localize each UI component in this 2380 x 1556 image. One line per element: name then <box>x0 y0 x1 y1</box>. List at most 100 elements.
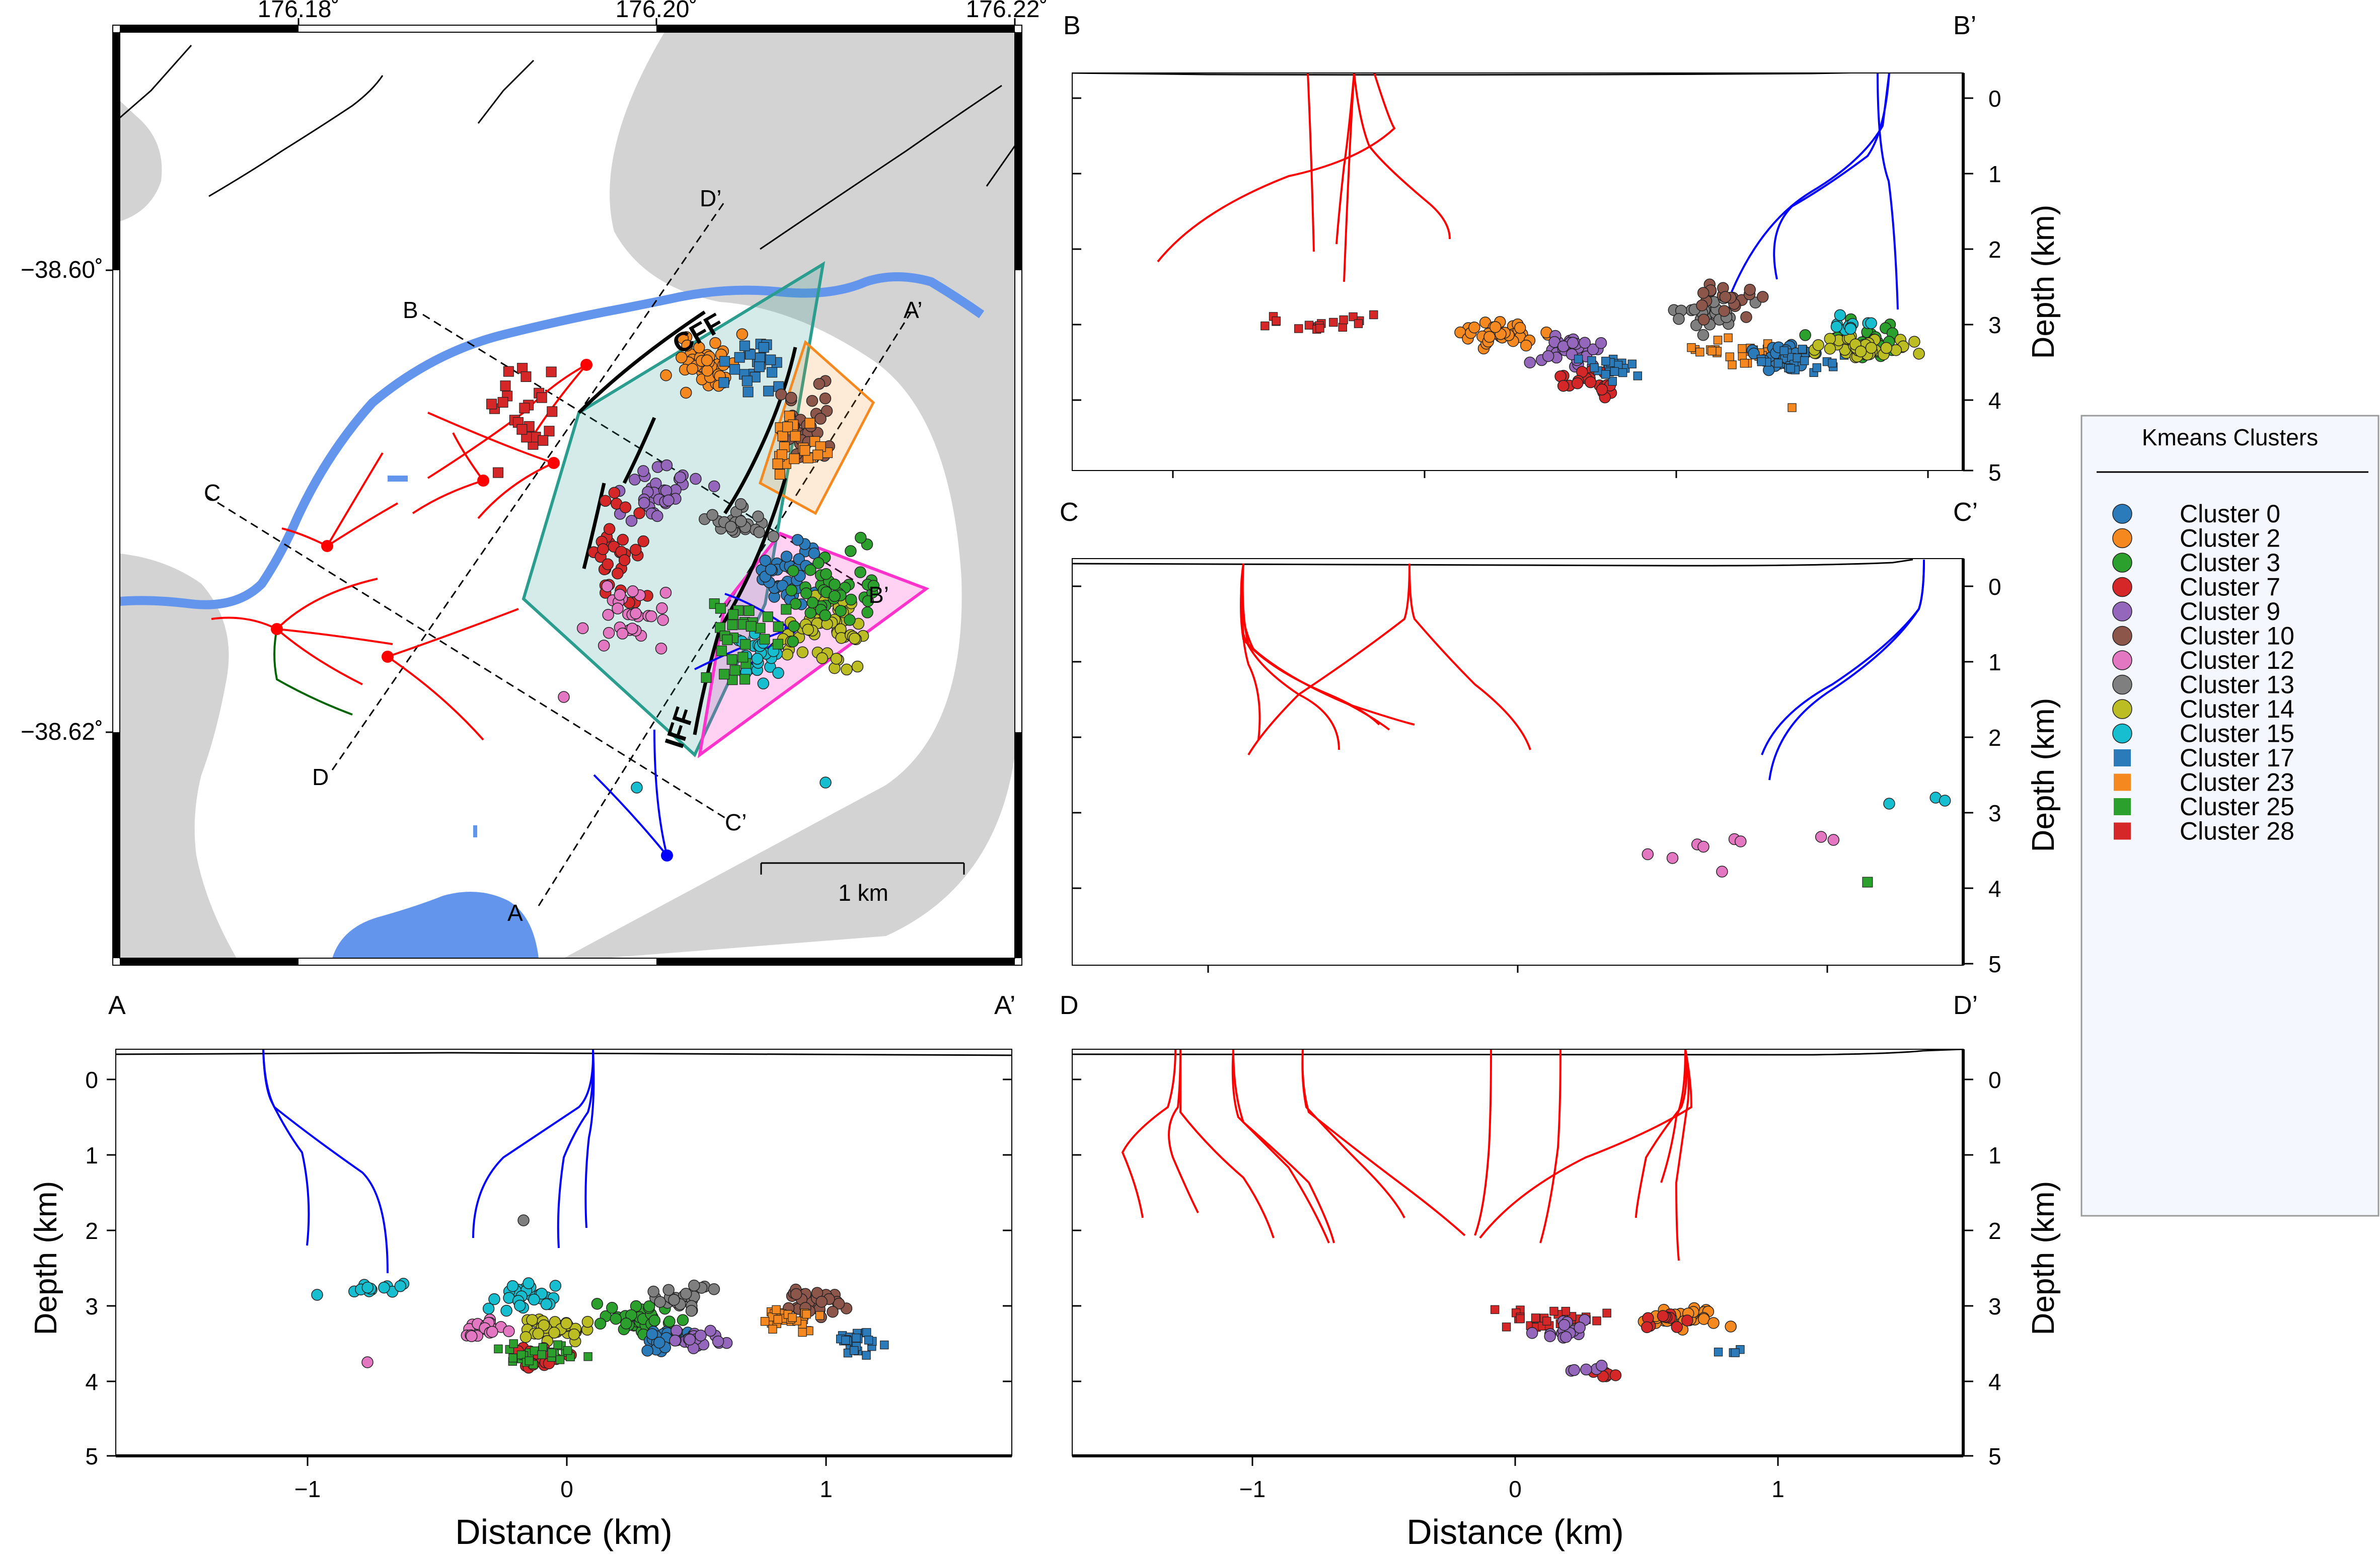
event-square <box>804 418 815 429</box>
event-circle <box>645 610 657 623</box>
event-circle <box>1719 291 1732 303</box>
event-square <box>1549 1306 1558 1316</box>
map-land-right <box>564 32 1015 958</box>
event-square <box>777 449 788 460</box>
profile-label-a-end: A’ <box>904 297 923 323</box>
event-circle <box>1697 329 1709 341</box>
event-circle <box>657 614 669 626</box>
event-square <box>1304 321 1314 330</box>
event-circle <box>806 395 819 407</box>
event-square <box>1349 312 1358 322</box>
event-square <box>547 406 558 417</box>
event-square <box>1294 324 1303 333</box>
event-circle <box>540 1298 553 1310</box>
event-circle <box>617 533 629 546</box>
event-circle <box>1834 309 1846 322</box>
event-circle <box>787 635 799 648</box>
event-circle <box>671 1325 683 1337</box>
event-circle <box>829 590 841 602</box>
event-circle <box>804 607 816 619</box>
event-circle <box>1744 283 1756 296</box>
event-circle <box>662 494 675 507</box>
section-d-left-label: D <box>1060 991 1079 1020</box>
legend-label: Cluster 17 <box>2180 744 2294 772</box>
event-square <box>1592 1316 1601 1326</box>
section-b-y-tick: 2 <box>1988 237 2001 263</box>
event-circle <box>618 554 631 566</box>
event-circle <box>378 1281 390 1294</box>
event-circle <box>829 578 841 591</box>
section-a-y-tick: 5 <box>85 1443 98 1469</box>
event-circle <box>753 526 766 538</box>
event-square <box>1608 376 1617 386</box>
event-square <box>1602 1308 1611 1318</box>
map-profile-lines <box>206 201 912 906</box>
event-square <box>880 1340 889 1350</box>
event-square <box>1338 323 1347 332</box>
section-c-y-tick: 3 <box>1988 800 2001 826</box>
event-square <box>862 1351 871 1360</box>
legend-item: Cluster 13 <box>2112 671 2294 699</box>
section-a-events <box>311 1214 889 1374</box>
event-circle <box>603 627 615 639</box>
event-circle <box>709 337 721 349</box>
event-circle <box>669 1335 681 1347</box>
event-square <box>729 665 740 676</box>
legend-marker <box>2112 650 2132 670</box>
event-circle <box>765 564 777 576</box>
event-circle <box>844 614 856 626</box>
event-circle <box>1568 1364 1580 1376</box>
map-ticks <box>106 18 1016 733</box>
section-d-y-tick: 4 <box>1988 1369 2001 1395</box>
event-circle <box>626 623 638 635</box>
event-circle <box>601 580 614 592</box>
event-circle <box>1596 383 1608 396</box>
event-square <box>525 1356 534 1365</box>
event-circle <box>581 1315 594 1328</box>
event-square <box>1828 358 1837 368</box>
event-square <box>1369 310 1378 320</box>
section-d-y-tick: 5 <box>1988 1443 2001 1469</box>
event-circle <box>466 1330 478 1342</box>
event-square <box>715 603 726 614</box>
event-circle <box>781 648 793 661</box>
section-d-y-tick: 2 <box>1988 1218 2001 1244</box>
event-square <box>745 349 756 360</box>
section-a-left-label: A <box>108 991 126 1020</box>
event-square <box>754 361 765 372</box>
section-d-y-tick: 1 <box>1988 1142 2001 1169</box>
event-square <box>1601 356 1610 366</box>
event-square <box>862 1328 871 1337</box>
map-pond <box>388 476 408 482</box>
event-circle <box>1567 337 1579 349</box>
event-square <box>716 645 727 656</box>
event-circle <box>712 1335 724 1348</box>
event-circle <box>532 1328 545 1340</box>
event-circle <box>845 545 857 557</box>
event-circle <box>780 551 793 563</box>
event-square <box>516 424 528 435</box>
event-circle <box>849 633 861 645</box>
event-circle <box>1641 1321 1653 1334</box>
section-d-frame <box>1072 1049 1965 1457</box>
event-circle <box>1696 299 1708 312</box>
event-circle <box>608 487 621 499</box>
event-circle <box>625 515 638 527</box>
event-circle <box>1830 321 1843 333</box>
event-circle <box>523 1277 535 1289</box>
section-d-x-tick: 1 <box>1771 1476 1784 1502</box>
event-circle <box>638 497 650 509</box>
event-circle <box>680 386 692 399</box>
event-square <box>493 467 504 478</box>
legend-item: Cluster 10 <box>2112 622 2294 650</box>
event-circle <box>528 1293 540 1306</box>
event-square <box>722 634 733 645</box>
section-a-topography <box>116 1052 1012 1056</box>
event-circle <box>1673 313 1685 325</box>
event-square <box>544 426 555 437</box>
map-lake <box>332 892 539 958</box>
event-circle <box>1799 329 1811 341</box>
section-c-y-tick: 0 <box>1988 574 2001 600</box>
event-square <box>1490 1305 1500 1314</box>
event-circle <box>1716 866 1728 878</box>
